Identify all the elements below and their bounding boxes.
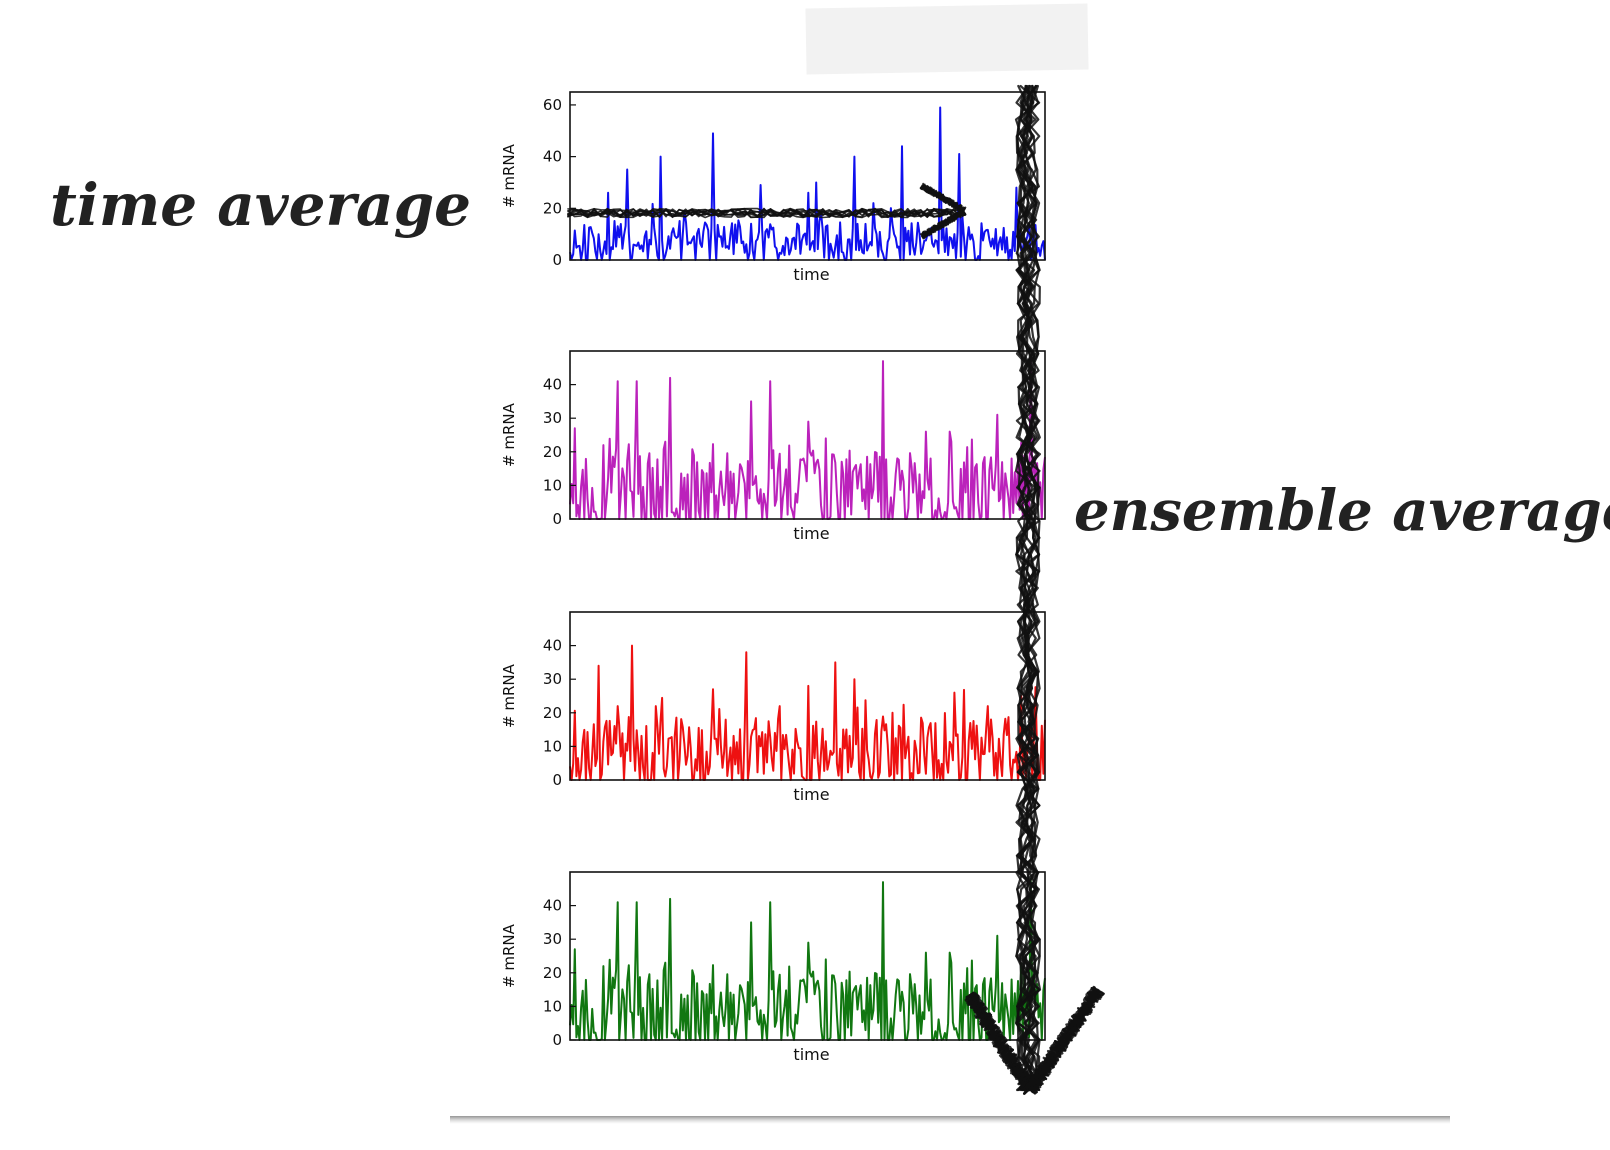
y-tick-label: 0 <box>552 510 562 528</box>
y-axis-label: # mRNA <box>500 663 518 728</box>
y-tick-label: 20 <box>543 199 562 217</box>
chart-panels: 0 20 40 60 time # mRNA 0 10 20 30 40 time # mRNA 0 10 2… <box>500 91 1046 1064</box>
y-tick-label: 30 <box>543 930 562 948</box>
y-tick-label: 0 <box>552 251 562 269</box>
y-axis-label: # mRNA <box>500 143 518 208</box>
series-line-2 <box>569 356 1046 520</box>
y-tick-label: 10 <box>543 997 562 1015</box>
y-tick-label: 20 <box>543 964 562 982</box>
y-axis-label: # mRNA <box>500 923 518 988</box>
y-tick-label: 40 <box>543 148 562 166</box>
x-axis-label: time <box>793 785 829 804</box>
plot-frame-1 <box>569 91 1046 261</box>
chart-panel-1: 0 20 40 60 time # mRNA <box>500 91 1046 284</box>
y-tick-label: 30 <box>543 670 562 688</box>
y-tick-label: 0 <box>552 1031 562 1049</box>
y-tick-label: 20 <box>543 704 562 722</box>
average-arrows <box>567 84 1105 1095</box>
chart-panel-2: 0 10 20 30 40 time # mRNA <box>500 350 1046 543</box>
y-tick-label: 60 <box>543 96 562 114</box>
time-average-label: time average <box>50 171 471 239</box>
y-tick-label: 40 <box>543 897 562 915</box>
x-axis-label: time <box>793 1045 829 1064</box>
plot-frame-3 <box>569 611 1046 781</box>
chart-panel-3: 0 10 20 30 40 time # mRNA <box>500 611 1046 804</box>
plot-frame-2 <box>569 350 1046 520</box>
paper-shadow <box>450 1116 1450 1124</box>
series-line-1 <box>569 106 1046 261</box>
ensemble-average-arrow-head-right <box>1025 985 1105 1095</box>
time-average-arrow <box>567 207 961 219</box>
tape-strip <box>805 3 1089 75</box>
x-axis-label: time <box>793 524 829 543</box>
y-tick-label: 30 <box>543 409 562 427</box>
y-tick-label: 40 <box>543 637 562 655</box>
ensemble-average-label: ensemble average <box>1074 478 1610 544</box>
y-tick-label: 40 <box>543 376 562 394</box>
x-axis-label: time <box>793 265 829 284</box>
ensemble-average-arrow <box>1014 84 1042 1092</box>
time-average-arrow-head-lower <box>920 210 967 240</box>
series-line-4 <box>569 877 1046 1041</box>
y-tick-label: 0 <box>552 771 562 789</box>
series-line-3 <box>569 644 1046 781</box>
y-tick-label: 20 <box>543 443 562 461</box>
ensemble-average-arrow-head-left <box>964 991 1036 1095</box>
y-tick-label: 10 <box>543 737 562 755</box>
y-axis-label: # mRNA <box>500 402 518 467</box>
y-tick-label: 10 <box>543 476 562 494</box>
time-average-arrow-head-upper <box>919 182 967 213</box>
plot-frame-4 <box>569 871 1046 1041</box>
chart-panel-4: 0 10 20 30 40 time # mRNA <box>500 871 1046 1064</box>
